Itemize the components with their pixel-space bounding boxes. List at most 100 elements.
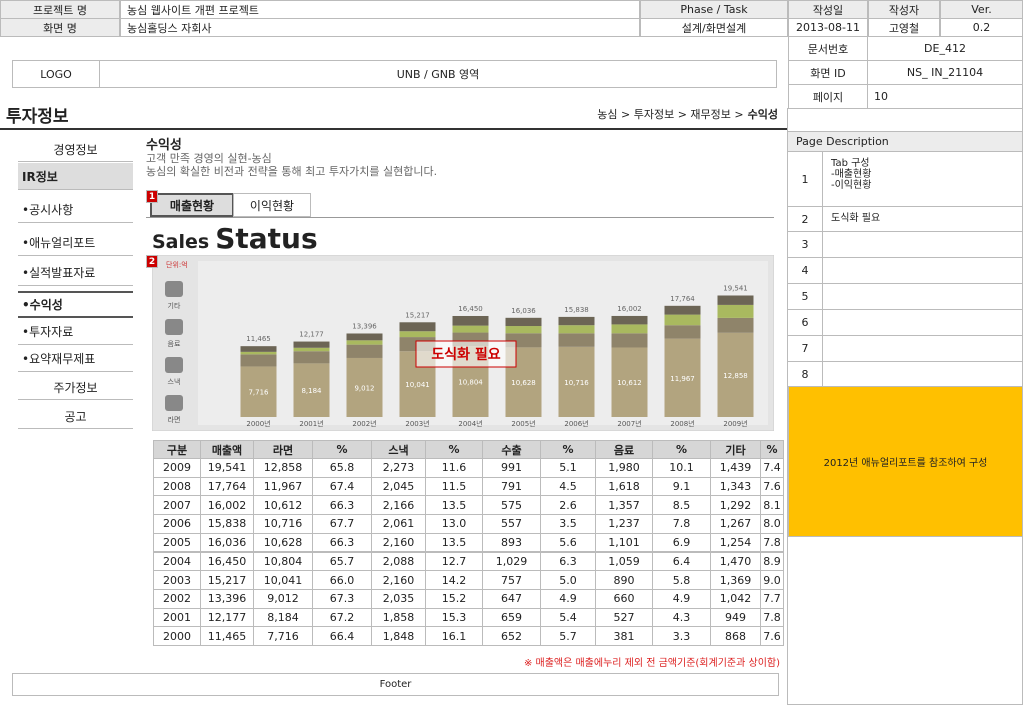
table-cell: 8.1 — [760, 495, 784, 516]
table-cell: 2004 — [153, 551, 201, 572]
nav-item: 주가정보 — [18, 376, 133, 400]
table-cell: 16.1 — [425, 626, 483, 646]
table-cell: 660 — [595, 588, 653, 609]
table-cell: 2,045 — [371, 476, 426, 497]
table-cell: 11,967 — [253, 476, 313, 497]
table-cell: 7.8 — [760, 532, 784, 553]
bar-total: 17,764 — [670, 295, 695, 303]
table-cell: 1,618 — [595, 476, 653, 497]
table-header: 수출 — [482, 440, 541, 459]
header-cell: 0.2 — [940, 18, 1023, 37]
table-cell: 19,541 — [200, 458, 254, 478]
doc-info-label: 문서번호 — [788, 36, 868, 61]
nav-item: •요약재무제표 — [18, 345, 133, 372]
table-cell: 66.0 — [312, 570, 372, 590]
table-cell: 757 — [482, 570, 541, 590]
table-cell: 2005 — [153, 532, 201, 553]
chart-segment — [240, 366, 277, 417]
table-cell: 67.7 — [312, 514, 372, 534]
table-cell: 1,343 — [710, 476, 761, 497]
breadcrumb-path: 농심 > 투자정보 > 재무정보 > — [597, 108, 744, 121]
doc-info-value: DE_412 — [867, 36, 1023, 61]
chart-segment — [399, 331, 436, 338]
table-cell: 15.2 — [425, 588, 483, 609]
table-cell: 949 — [710, 607, 761, 628]
description-line: 도식화 필요 — [831, 213, 881, 224]
year-label: 2002년 — [352, 419, 376, 428]
footer: Footer — [12, 673, 779, 696]
table-cell: 1,292 — [710, 495, 761, 516]
table-cell: 8,184 — [253, 607, 313, 628]
table-cell: 11,465 — [200, 626, 254, 646]
bar-total: 13,396 — [352, 322, 377, 330]
table-cell: 7.7 — [760, 588, 784, 609]
chart-segment — [558, 316, 595, 326]
description-no: 5 — [787, 283, 823, 310]
segment-label: 10,804 — [458, 379, 483, 387]
table-cell: 1,369 — [710, 570, 761, 590]
table-header: % — [652, 440, 711, 459]
description-no: 7 — [787, 335, 823, 362]
table-cell: 15,217 — [200, 570, 254, 590]
table-header: % — [760, 440, 784, 459]
description-title: Page Description — [787, 131, 1023, 152]
table-cell: 1,254 — [710, 532, 761, 553]
table-cell: 1,029 — [482, 551, 541, 572]
description-no: 6 — [787, 309, 823, 336]
table-cell: 1,848 — [371, 626, 426, 646]
chart-segment — [293, 363, 330, 417]
header-cell: 설계/화면설계 — [640, 18, 788, 37]
header-cell: 2013-08-11 — [788, 18, 868, 37]
chart-segment — [346, 357, 383, 417]
table-header: % — [425, 440, 483, 459]
legend-icon — [165, 357, 183, 373]
table-cell: 1,042 — [710, 588, 761, 609]
table-cell: 6.3 — [540, 551, 596, 572]
table-cell: 16,450 — [200, 551, 254, 572]
table-cell: 12,177 — [200, 607, 254, 628]
description-line: Tab 구성 — [831, 158, 870, 169]
marker: 2 — [146, 255, 158, 268]
table-cell: 67.3 — [312, 588, 372, 609]
segment-label: 9,012 — [354, 384, 374, 392]
chart-segment — [558, 333, 595, 347]
table-cell: 9.0 — [760, 570, 784, 590]
bar-total: 15,838 — [564, 306, 589, 314]
chart-segment — [558, 346, 595, 417]
table-cell: 4.9 — [652, 588, 711, 609]
table-header: 라면 — [253, 440, 313, 459]
nav-item: •투자자료 — [18, 318, 133, 345]
year-label: 2008년 — [670, 419, 694, 428]
table-cell: 1,357 — [595, 495, 653, 516]
doc-info-label: 페이지 — [788, 84, 868, 109]
table-cell: 3.3 — [652, 626, 711, 646]
table-cell: 647 — [482, 588, 541, 609]
segment-label: 10,041 — [405, 381, 430, 389]
content-title: 수익성 — [146, 138, 182, 153]
segment-label: 11,967 — [670, 375, 695, 383]
table-cell: 8.9 — [760, 551, 784, 572]
legend-label: 기타 — [168, 301, 181, 310]
table-cell: 65.7 — [312, 551, 372, 572]
nav-item: •수익성 — [18, 291, 133, 318]
chart-segment — [664, 305, 701, 315]
year-label: 2000년 — [246, 419, 270, 428]
table-header: 음료 — [595, 440, 653, 459]
table-cell: 7.8 — [652, 514, 711, 534]
description-no: 8 — [787, 361, 823, 387]
page-title: 투자정보 — [6, 107, 69, 127]
table-cell: 4.3 — [652, 607, 711, 628]
table-cell: 10,804 — [253, 551, 313, 572]
bar-total: 16,036 — [511, 307, 536, 315]
bar-total: 15,217 — [405, 311, 430, 319]
chart-segment — [346, 333, 383, 341]
content-description: 농심의 확실한 비전과 전략을 통해 최고 투자가치를 실현합니다. — [146, 165, 438, 178]
table-cell: 890 — [595, 570, 653, 590]
table-cell: 1,237 — [595, 514, 653, 534]
year-label: 2003년 — [405, 419, 429, 428]
chart-segment — [664, 314, 701, 326]
title-rule — [0, 128, 787, 130]
segment-label: 10,612 — [617, 379, 642, 387]
chart-segment — [717, 295, 754, 305]
